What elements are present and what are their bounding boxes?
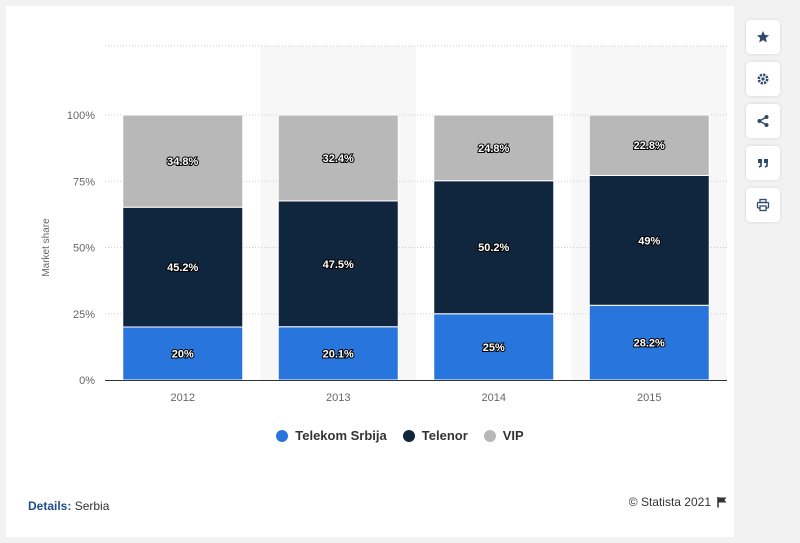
quote-icon [758,159,768,168]
data-label: 25% [483,342,505,354]
x-tick-label: 2012 [171,392,195,404]
favorite-button[interactable] [746,20,780,54]
x-tick-label: 2015 [637,392,661,404]
data-label: 20.1% [323,348,354,360]
data-label: 24.8% [478,143,509,155]
bar-segment [277,114,399,202]
data-label: 47.5% [323,259,354,271]
bar-segment [122,206,244,328]
data-label: 49% [638,235,660,247]
y-tick-label: 25% [73,309,95,321]
bar-segment [433,114,555,182]
legend-label: Telenor [421,428,468,443]
bar-segment [588,114,710,176]
legend-marker [483,429,496,442]
bar-segment [588,304,710,381]
settings-button[interactable] [746,62,780,96]
y-tick-label: 0% [79,375,95,387]
bar-segment [277,200,399,328]
flag-icon [717,497,727,508]
details-value[interactable]: Serbia [74,499,110,513]
data-label: 32.4% [323,153,354,165]
data-label: 20% [172,349,194,361]
legend-item[interactable]: Telenor [402,428,468,443]
share-button[interactable] [746,104,780,138]
legend-item[interactable]: Telekom Srbija [276,428,387,443]
bar-segment [433,313,555,381]
y-axis-label: Market share [41,218,52,277]
x-tick-label: 2013 [326,392,350,404]
legend-item[interactable]: VIP [483,428,524,443]
y-tick-label: 75% [73,176,95,188]
y-tick-label: 50% [73,243,95,255]
data-label: 22.8% [634,140,665,152]
bar-segment [433,180,555,315]
chart-legend: Telekom Srbija Telenor VIP [0,428,800,443]
data-label: 34.8% [167,156,198,168]
chart-area: 0% 25% 50% 75% 100% Market share 20% 45.2% 34.8%… [41,45,727,404]
details-note: Details: Serbia [28,499,109,513]
print-icon [756,198,770,212]
credit-text: © Statista 2021 [628,495,711,509]
legend-label: Telekom Srbija [295,428,387,443]
data-label: 28.2% [634,338,665,350]
x-tick-label: 2014 [482,392,506,404]
chart-card: 0% 25% 50% 75% 100% Market share 20% 45.2% 34.8%… [6,6,734,537]
statista-credit[interactable]: © Statista 2021 [629,495,728,509]
details-label: Details: [28,499,72,513]
print-button[interactable] [746,188,780,222]
bar-segment [122,114,244,208]
bar-segment [588,174,710,306]
legend-marker [276,429,289,442]
star-icon [757,31,769,43]
data-label: 50.2% [478,242,509,254]
data-label: 45.2% [167,262,198,274]
legend-label: VIP [502,428,524,443]
y-tick-label: 100% [67,110,95,122]
legend-marker [402,429,415,442]
cite-button[interactable] [746,146,780,180]
chart-toolbar [746,20,780,230]
share-icon [757,115,769,127]
gear-icon [757,73,769,85]
